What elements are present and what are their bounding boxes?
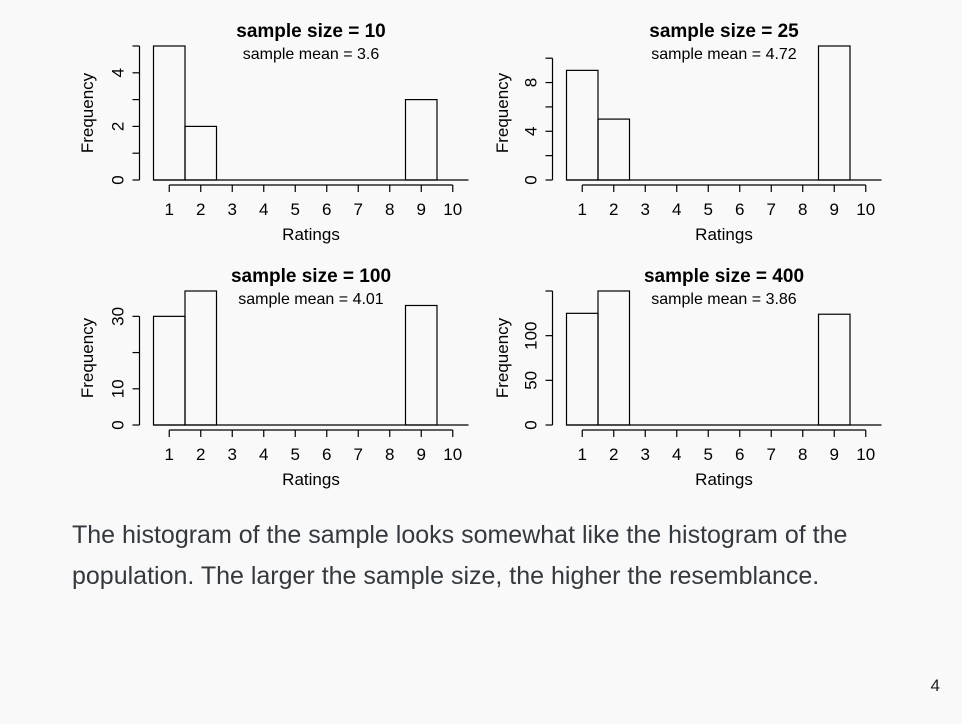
x-tick-label: 4 [259,445,268,464]
histogram-bar [152,45,186,181]
x-tick-label: 5 [704,200,713,219]
slide-caption: The histogram of the sample looks somewh… [72,521,848,590]
y-axis-label: Frequency [78,317,97,398]
y-tick-label: 10 [109,379,128,398]
y-tick-label: 2 [109,122,128,131]
x-tick-label: 7 [767,445,776,464]
x-tick-label: 3 [228,445,237,464]
chart-title: sample size = 25 [649,21,799,42]
x-tick-label: 1 [578,445,587,464]
x-tick-label: 8 [798,200,807,219]
x-tick-label: 7 [354,200,363,219]
x-tick-label: 9 [830,200,839,219]
x-tick-label: 6 [322,200,331,219]
y-tick-label: 8 [522,78,541,87]
x-tick-label: 4 [672,200,681,219]
x-axis-label: Ratings [282,470,340,489]
chart-subtitle: sample mean = 4.01 [238,291,384,308]
x-tick-label: 4 [259,200,268,219]
x-tick-label: 4 [672,445,681,464]
y-tick-label: 4 [522,127,541,136]
x-tick-label: 7 [354,445,363,464]
x-tick-label: 8 [385,445,394,464]
histogram-bar [817,45,851,181]
x-tick-label: 7 [767,200,776,219]
x-axis-label: Ratings [282,225,340,244]
x-tick-label: 5 [704,445,713,464]
x-tick-label: 10 [443,445,462,464]
x-tick-label: 3 [641,200,650,219]
y-axis-label: Frequency [78,72,97,153]
histogram-bar [597,118,631,181]
histogram-bar [597,290,631,426]
x-tick-label: 5 [291,445,300,464]
x-axis-label: Ratings [695,225,753,244]
chart-subtitle: sample mean = 3.6 [243,46,380,63]
x-tick-label: 10 [856,200,875,219]
histogram-bar [184,125,218,181]
y-tick-label: 0 [109,175,128,184]
x-tick-label: 8 [385,200,394,219]
x-tick-label: 9 [417,445,426,464]
histogram-bar [404,98,438,181]
x-tick-label: 3 [641,445,650,464]
x-tick-label: 1 [165,200,174,219]
y-tick-label: 0 [109,420,128,429]
y-tick-label: 0 [522,420,541,429]
histogram-bar [565,69,599,181]
x-tick-label: 6 [322,445,331,464]
x-tick-label: 6 [735,200,744,219]
chart-title: sample size = 400 [644,266,804,287]
chart-subtitle: sample mean = 4.72 [651,46,797,63]
x-tick-label: 2 [196,445,205,464]
x-tick-label: 1 [165,445,174,464]
histogram-bar [184,290,218,426]
chart-title: sample size = 10 [236,21,385,42]
x-tick-label: 6 [735,445,744,464]
y-axis-label: Frequency [493,317,512,398]
y-tick-label: 0 [522,175,541,184]
y-tick-label: 50 [522,371,541,390]
x-tick-label: 8 [798,445,807,464]
y-tick-label: 100 [522,321,541,349]
page-number: 4 [930,676,940,695]
y-tick-label: 30 [109,307,128,326]
x-tick-label: 2 [196,200,205,219]
x-tick-label: 3 [228,200,237,219]
x-tick-label: 1 [578,200,587,219]
histogram-bar [404,304,438,426]
x-axis-label: Ratings [695,470,753,489]
x-tick-label: 2 [609,445,618,464]
x-tick-label: 9 [417,200,426,219]
x-tick-label: 9 [830,445,839,464]
x-tick-label: 10 [856,445,875,464]
y-tick-label: 4 [109,68,128,77]
histogram-bar [565,312,599,426]
chart-title: sample size = 100 [231,266,391,287]
x-tick-label: 5 [291,200,300,219]
y-axis-label: Frequency [493,72,512,153]
x-tick-label: 2 [609,200,618,219]
histogram-bar [817,313,851,426]
histogram-bar [152,315,186,426]
x-tick-label: 10 [443,200,462,219]
chart-subtitle: sample mean = 3.86 [651,291,797,308]
histogram-grid: sample size = 10 sample mean = 3.6 1 2 3 4 5 6 7… [78,21,882,489]
